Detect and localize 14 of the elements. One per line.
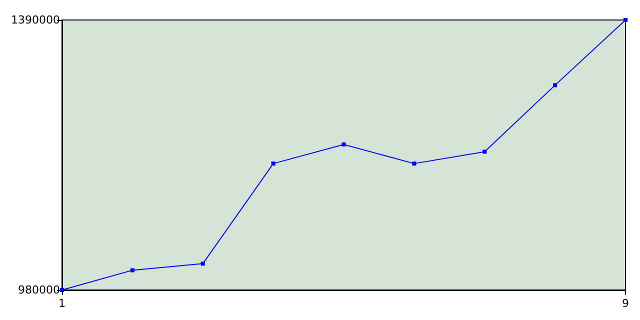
- point: [60, 288, 64, 292]
- x-tick-label: 9: [622, 297, 629, 310]
- point: [342, 142, 346, 146]
- line-series: [60, 18, 628, 292]
- point: [482, 150, 487, 154]
- point: [412, 162, 416, 166]
- point: [271, 162, 276, 166]
- y-tick-label: 1390000: [10, 14, 60, 26]
- y-tick-label: 980000: [18, 284, 60, 296]
- point: [200, 262, 205, 266]
- x-tick-label: 1: [58, 297, 66, 310]
- point: [130, 268, 134, 272]
- point: [624, 18, 628, 22]
- point: [553, 83, 558, 88]
